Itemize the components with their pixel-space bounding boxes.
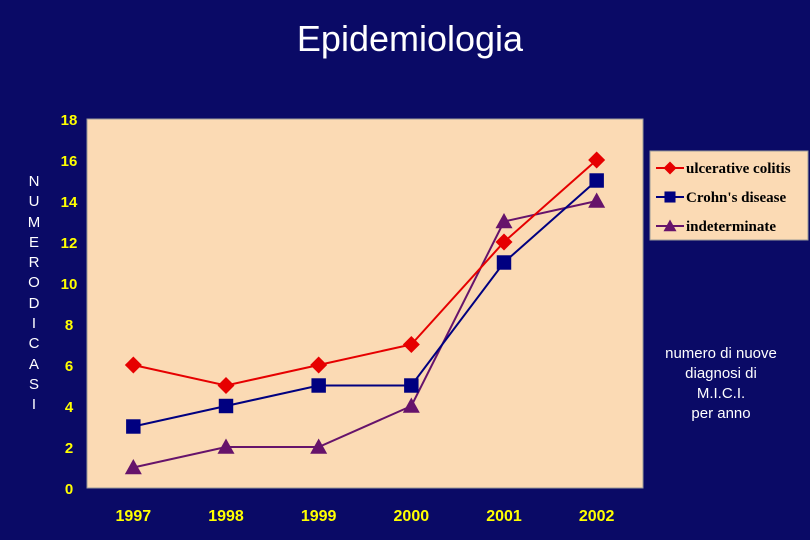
legend-label: indeterminate (686, 219, 776, 235)
data-point (495, 233, 513, 251)
data-point (588, 151, 606, 169)
data-point (496, 255, 512, 270)
y-tick-label: 8 (65, 317, 73, 334)
y-tick-label: 10 (61, 276, 78, 293)
data-point (218, 398, 234, 414)
x-tick-label: 1997 (116, 508, 152, 525)
y-tick-label: 16 (61, 153, 78, 170)
data-point (126, 419, 141, 434)
data-point (124, 459, 142, 475)
note-line: diagnosi di (685, 365, 757, 382)
note-line: M.I.C.I. (696, 385, 746, 402)
y-tick-label: 2 (65, 440, 73, 457)
data-point (404, 378, 419, 393)
data-point (402, 336, 420, 353)
y-tick-label: 6 (65, 358, 73, 375)
x-tick-label: 1999 (301, 508, 337, 525)
data-point (589, 173, 604, 188)
x-tick-label: 2000 (394, 508, 430, 525)
legend-marker (664, 191, 676, 203)
note-line: numero di nuove (665, 345, 777, 362)
legend-marker (663, 161, 677, 175)
page-title: Epidemiologia (296, 18, 524, 59)
data-point (217, 438, 235, 454)
series-line (133, 179, 598, 428)
x-tick-label: 2002 (579, 508, 615, 525)
y-axis-label: NUMERO DI CASI (27, 173, 44, 414)
legend-label: Crohn's disease (686, 190, 787, 206)
data-point (495, 213, 513, 229)
series-line (133, 200, 597, 469)
y-tick-label: 4 (65, 399, 74, 416)
data-point (124, 356, 142, 374)
series-line (133, 159, 598, 387)
plot-area (86, 118, 644, 489)
data-point (217, 377, 235, 394)
y-tick-label: 18 (61, 112, 78, 129)
y-tick-label: 14 (61, 194, 78, 211)
legend-label: ulcerative colitis (686, 161, 791, 177)
data-point (310, 356, 328, 374)
y-tick-label: 12 (61, 235, 78, 252)
chart-note: numero di nuove diagnosi di M.I.C.I. per… (644, 344, 798, 424)
data-point (588, 192, 606, 208)
legend-marker (663, 219, 677, 232)
y-tick-label: 0 (65, 481, 73, 498)
x-tick-label: 1998 (208, 508, 244, 525)
note-line: per anno (691, 405, 751, 422)
data-point (402, 397, 420, 413)
data-point (310, 438, 328, 454)
data-point (311, 378, 326, 393)
x-tick-label: 2001 (486, 508, 522, 525)
